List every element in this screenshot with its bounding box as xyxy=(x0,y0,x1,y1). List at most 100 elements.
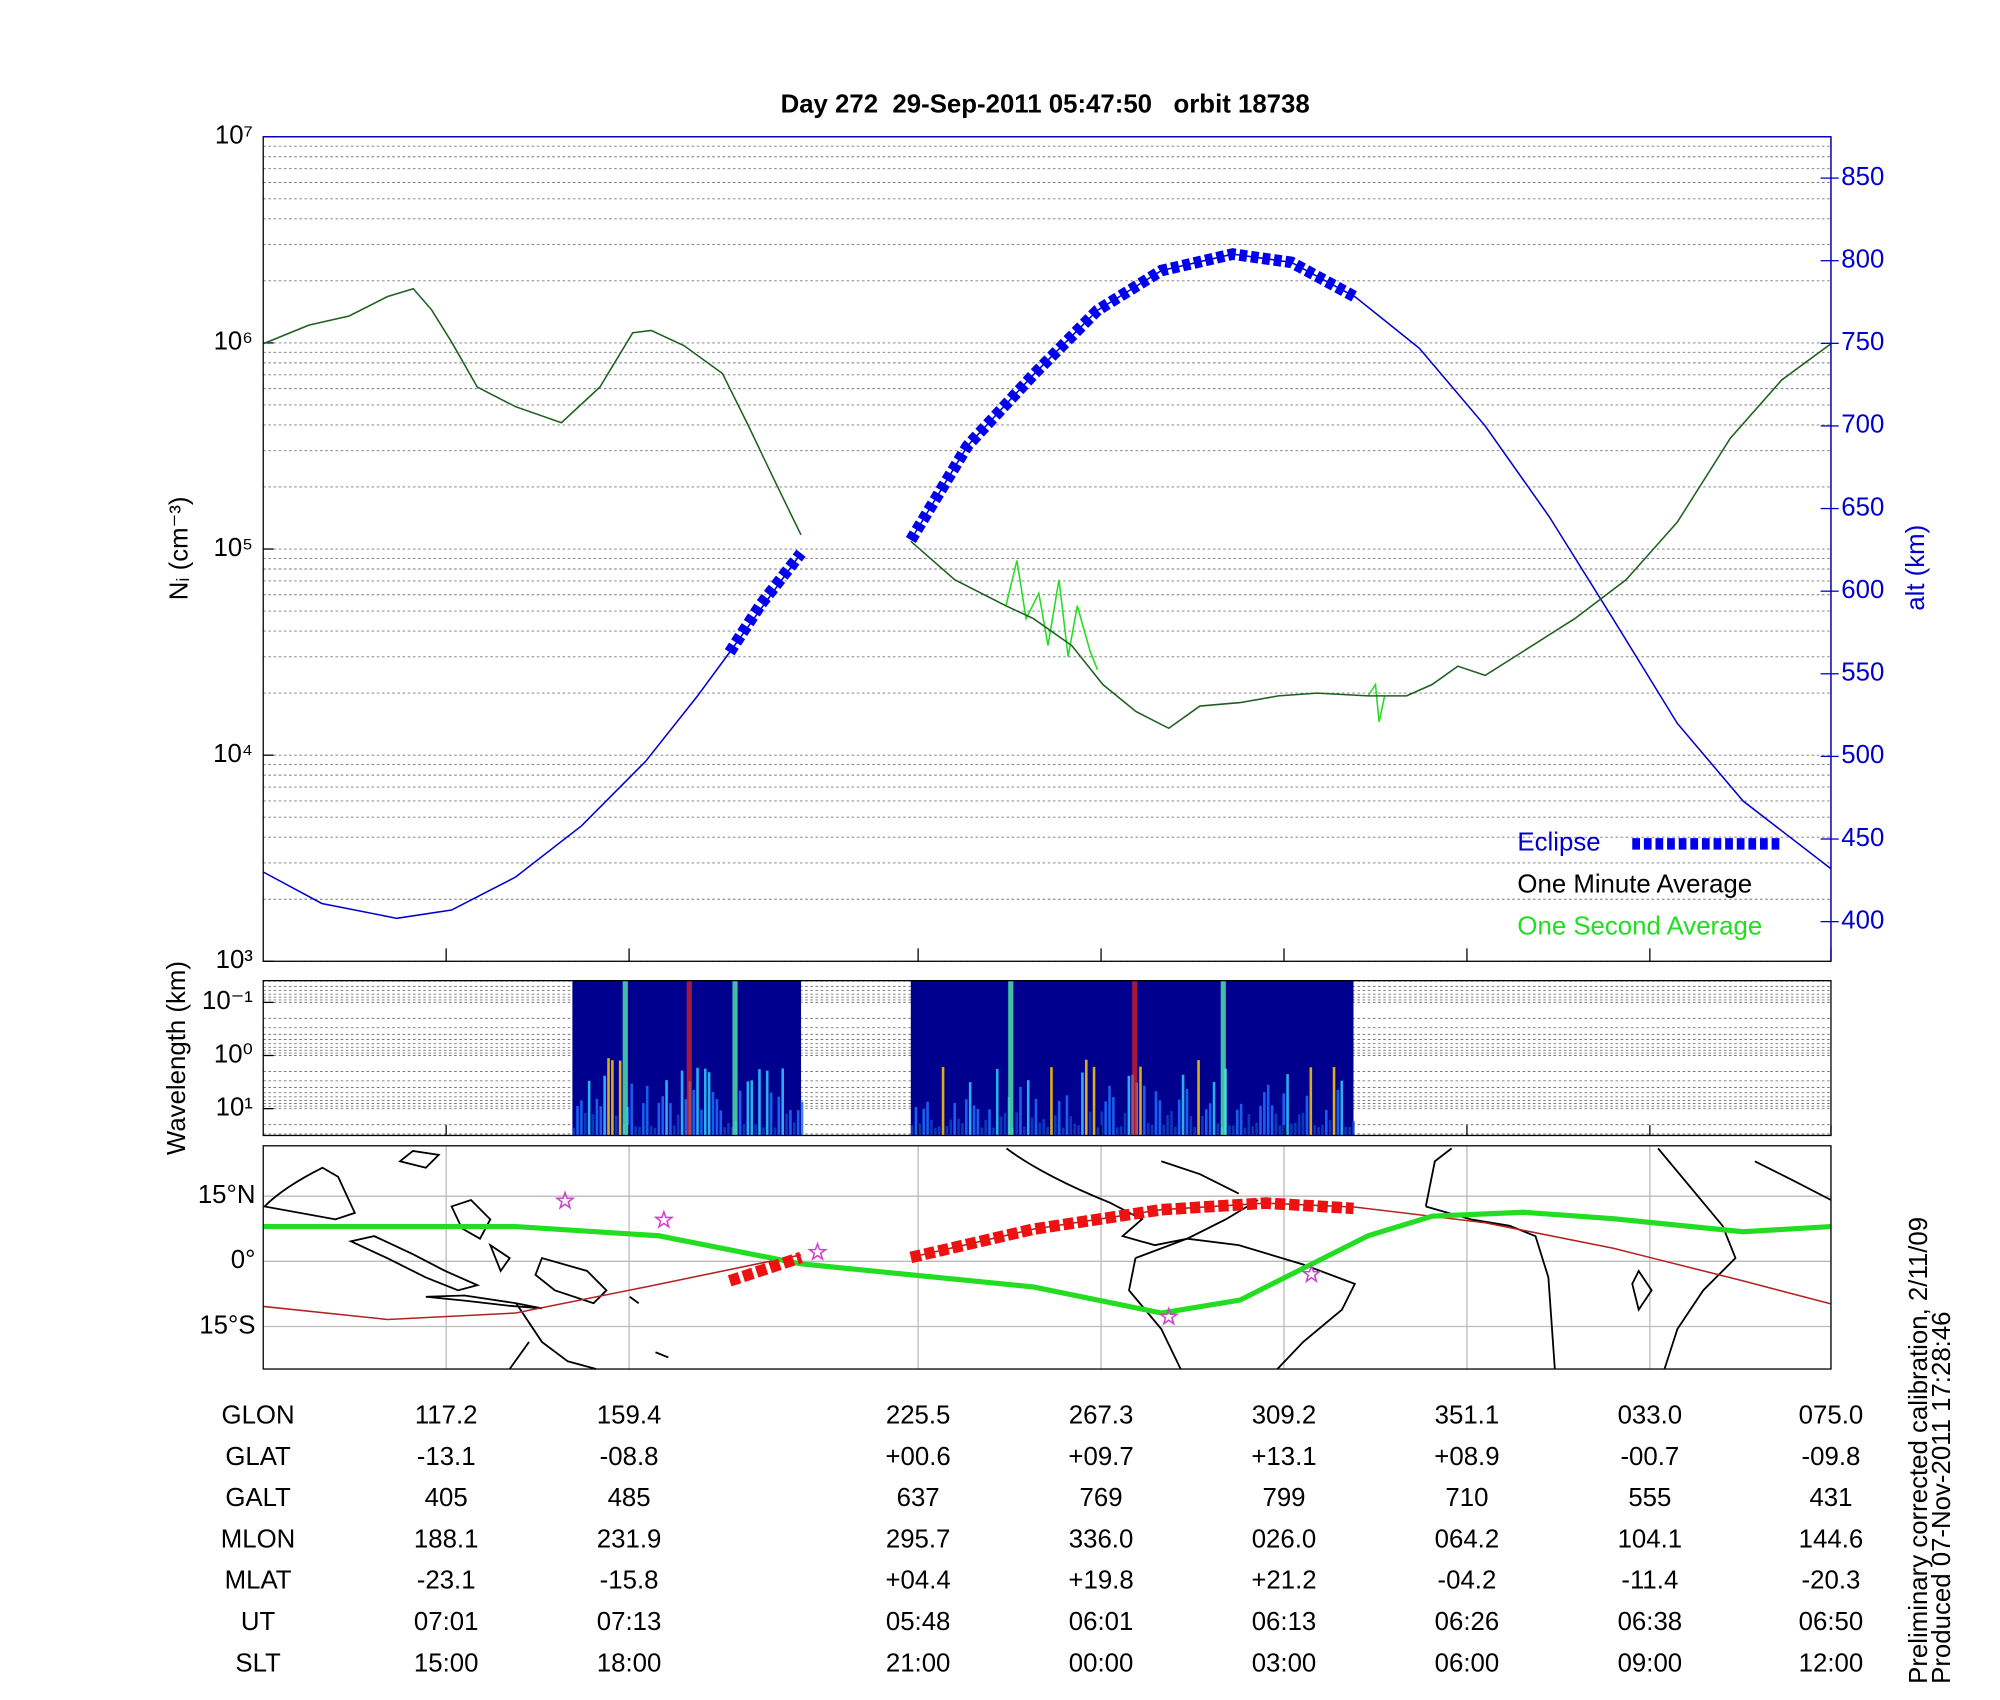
spectrogram-texture xyxy=(684,1099,688,1136)
legend-label: Eclipse xyxy=(1517,829,1600,857)
spectrogram-texture xyxy=(622,980,628,1136)
spectrogram-texture xyxy=(1061,1127,1065,1136)
y-tick-label: 10¹ xyxy=(216,1093,254,1121)
spectrogram-texture xyxy=(599,1106,603,1136)
y2-axis-label: alt (km) xyxy=(1902,525,1930,611)
cell: 09:00 xyxy=(1618,1649,1683,1677)
spectrogram-texture xyxy=(1216,1123,1220,1136)
spectrogram-texture xyxy=(796,1110,800,1136)
spectrogram-texture xyxy=(1154,1091,1158,1136)
spectrogram-texture xyxy=(673,1125,676,1136)
cell: 05:48 xyxy=(886,1608,951,1636)
cell: -00.7 xyxy=(1620,1443,1679,1471)
legend-label: One Second Average xyxy=(1517,913,1762,941)
y-tick-label: 10⁻¹ xyxy=(202,987,253,1015)
cell: -11.4 xyxy=(1621,1567,1678,1595)
spectrogram-texture xyxy=(1085,1059,1088,1136)
cell: 06:50 xyxy=(1799,1608,1864,1636)
row-label: MLAT xyxy=(225,1567,292,1595)
spectrogram-texture xyxy=(645,1085,649,1136)
cell: 555 xyxy=(1628,1484,1671,1512)
spectrogram-texture xyxy=(1046,1127,1049,1136)
spectrogram-texture xyxy=(1019,1086,1022,1136)
spectrogram-texture xyxy=(723,1127,726,1136)
coastline xyxy=(1005,1147,1259,1247)
cell: 295.7 xyxy=(886,1525,951,1553)
spectrogram-texture xyxy=(968,1082,972,1136)
spectrogram-texture xyxy=(746,1081,750,1136)
y-tick-label: 10⁷ xyxy=(215,122,253,150)
spectrogram-texture xyxy=(1143,1085,1146,1136)
spectrogram-texture xyxy=(1247,1114,1251,1136)
spectrogram-texture xyxy=(750,1080,754,1136)
spectrogram-texture xyxy=(614,1115,618,1136)
spectrogram-texture xyxy=(1348,1127,1351,1136)
station-marker xyxy=(1158,1306,1180,1326)
coastline xyxy=(398,1150,669,1359)
spectrogram-texture xyxy=(1026,1080,1030,1136)
spectrogram-texture xyxy=(731,1126,734,1136)
row-label: GALT xyxy=(225,1484,291,1512)
row-label: UT xyxy=(241,1608,276,1636)
y-tick-label: 0° xyxy=(231,1246,256,1274)
spectrogram-texture xyxy=(1132,980,1138,1136)
spectrogram-texture xyxy=(1220,980,1226,1136)
spectrogram-texture xyxy=(1057,1100,1061,1136)
spectrogram-texture xyxy=(1139,1066,1142,1136)
spectrogram-texture xyxy=(1150,1124,1154,1136)
coastline xyxy=(262,1166,357,1221)
spectrogram-texture xyxy=(1336,1089,1340,1136)
spectrogram-texture xyxy=(1263,1092,1266,1136)
cell: 485 xyxy=(608,1484,651,1512)
cell: 07:01 xyxy=(414,1608,479,1636)
spectrogram-texture xyxy=(1166,1114,1169,1136)
cell: 03:00 xyxy=(1252,1649,1317,1677)
cell: 12:00 xyxy=(1799,1649,1864,1677)
spectrogram-texture xyxy=(700,1109,703,1136)
spectrogram-texture xyxy=(1352,1121,1355,1136)
spectrogram-texture xyxy=(1112,1097,1115,1136)
station-marker xyxy=(1301,1263,1322,1284)
cell: 309.2 xyxy=(1252,1402,1317,1430)
spectrogram-texture xyxy=(1088,1111,1092,1136)
spectrogram-texture xyxy=(1340,1080,1344,1136)
cell: 06:38 xyxy=(1618,1608,1683,1636)
row-label: MLON xyxy=(221,1525,296,1553)
spectrogram-texture xyxy=(1050,1067,1053,1136)
spectrogram-texture xyxy=(1235,1109,1239,1136)
cell: 431 xyxy=(1809,1484,1852,1512)
spectrogram-texture xyxy=(793,1122,796,1136)
spectrogram-texture xyxy=(707,1072,711,1136)
series-line xyxy=(262,287,1832,730)
cell: 188.1 xyxy=(414,1525,479,1553)
spectrogram-texture xyxy=(583,1112,587,1136)
spectrogram-texture xyxy=(1332,1066,1336,1136)
spectrogram-texture xyxy=(937,1126,941,1136)
cell: 21:00 xyxy=(886,1649,951,1677)
spectrogram-texture xyxy=(634,1126,637,1136)
cell: 06:13 xyxy=(1252,1608,1317,1636)
spectrogram-texture xyxy=(980,1127,984,1136)
spectrogram-texture xyxy=(961,1122,964,1136)
spectrogram-texture xyxy=(603,1075,606,1136)
spectrogram-texture xyxy=(703,1068,707,1136)
chart-title: Day 272 29-Sep-2011 05:47:50 orbit 18738 xyxy=(781,91,1310,119)
spectrogram-texture xyxy=(1069,1116,1073,1136)
cell: 06:26 xyxy=(1435,1608,1500,1636)
spectrogram-texture xyxy=(945,1126,949,1136)
spectrogram-texture xyxy=(1328,1119,1332,1136)
cell: 405 xyxy=(425,1484,468,1512)
plot-frame xyxy=(262,980,1832,1137)
spectrogram-texture xyxy=(1317,1127,1320,1136)
spectrogram-texture xyxy=(762,1127,765,1136)
spectrogram-texture xyxy=(1197,1060,1200,1136)
coastline xyxy=(534,1256,608,1305)
y-axis-label: Nᵢ (cm⁻³) xyxy=(165,497,193,601)
row-label: GLAT xyxy=(225,1443,291,1471)
track-line xyxy=(263,1202,1832,1321)
spectrogram-texture xyxy=(995,1068,999,1136)
y2-tick-label: 800 xyxy=(1841,246,1884,274)
spectrogram-texture xyxy=(1305,1095,1309,1136)
coastline xyxy=(1631,1147,1737,1370)
